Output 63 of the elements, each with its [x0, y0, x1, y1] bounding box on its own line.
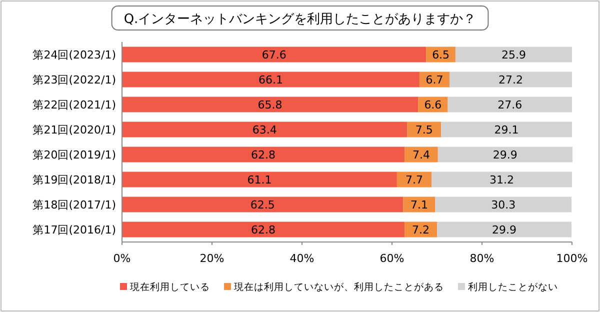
y-tick-label: 第22回(2021/1): [32, 98, 116, 112]
data-label: 27.6: [498, 98, 522, 112]
data-label: 25.9: [501, 48, 526, 62]
bar: [435, 196, 572, 212]
y-tick-label: 第23回(2022/1): [32, 74, 116, 86]
bar: [432, 172, 572, 188]
data-label: 6.7: [426, 74, 444, 86]
y-tick-label: 第17回(2016/1): [32, 224, 116, 236]
bar: [438, 146, 572, 162]
bar: [448, 96, 572, 112]
bar: [441, 122, 572, 138]
bar: [403, 196, 436, 212]
data-label: 7.4: [412, 148, 430, 162]
data-label: 27.2: [498, 74, 524, 86]
y-tick-label: 第20回(2019/1): [32, 148, 116, 162]
y-tick-label: 第18回(2017/1): [32, 198, 116, 212]
bar: [407, 122, 442, 138]
data-label: 66.1: [258, 74, 283, 86]
x-tick-label: 80%: [470, 252, 494, 265]
y-tick-label: 第21回(2020/1): [32, 124, 116, 136]
bar: [455, 46, 572, 62]
data-label: 6.5: [432, 48, 450, 62]
bar: [122, 172, 397, 188]
chart-title: Q.インターネットバンキングを利用したことがありますか？: [124, 12, 476, 27]
bar: [437, 222, 572, 238]
data-label: 29.1: [494, 124, 519, 136]
bar: [122, 72, 420, 88]
bar: [122, 46, 426, 62]
data-label: 65.8: [258, 98, 282, 112]
data-label: 6.6: [424, 98, 442, 112]
data-label: 67.6: [262, 48, 286, 62]
y-tick-label: 第24回(2023/1): [32, 48, 116, 62]
bar: [122, 122, 408, 138]
data-label: 62.8: [251, 224, 276, 236]
data-label: 30.3: [491, 198, 516, 212]
bar: [404, 222, 437, 238]
data-label: 29.9: [492, 148, 518, 162]
x-tick-label: 0%: [113, 252, 131, 265]
data-label: 62.8: [251, 148, 276, 162]
data-label: 7.2: [412, 224, 430, 236]
data-label: 61.1: [247, 174, 272, 186]
bar: [450, 72, 572, 88]
data-label: 63.4: [252, 124, 277, 136]
data-label: 7.7: [406, 174, 424, 186]
bar: [396, 172, 432, 188]
bar: [122, 96, 418, 112]
data-label: 7.1: [410, 198, 428, 212]
legend-label: 現在は利用していないが、利用したことがある: [234, 281, 444, 293]
x-tick-label: 60%: [380, 252, 404, 265]
data-label: 7.5: [415, 124, 433, 136]
data-label: 31.2: [490, 174, 514, 186]
y-tick-label: 第19回(2018/1): [32, 174, 116, 186]
legend-label: 利用したことがない: [468, 281, 558, 293]
x-tick-label: 40%: [290, 252, 314, 265]
data-label: 29.9: [492, 224, 517, 236]
legend-label: 現在利用している: [130, 281, 210, 293]
x-tick-label: 100%: [556, 252, 588, 265]
bar: [122, 222, 405, 238]
bar: [404, 146, 438, 162]
x-tick-label: 20%: [200, 252, 224, 265]
data-label: 62.5: [250, 198, 275, 212]
bar: [122, 196, 404, 212]
bar: [122, 146, 405, 162]
